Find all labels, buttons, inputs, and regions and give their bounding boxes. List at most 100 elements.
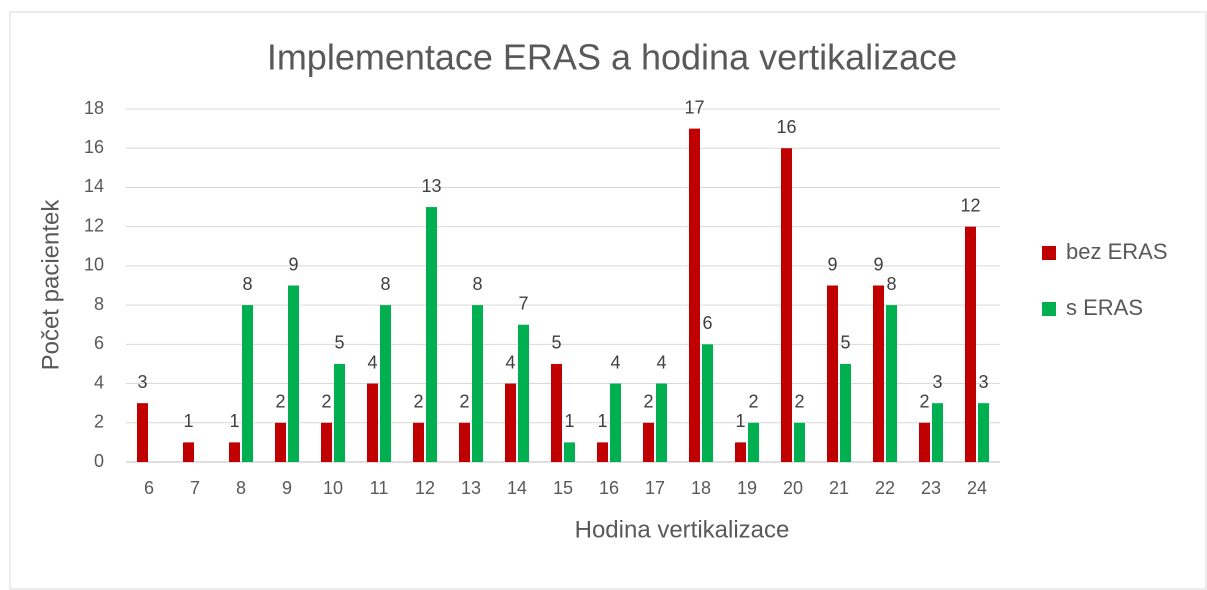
data-label: 4: [505, 352, 515, 372]
data-label: 16: [776, 117, 796, 137]
bar: [229, 442, 240, 462]
data-label: 13: [421, 176, 441, 196]
data-label: 17: [684, 97, 704, 117]
y-tick-label: 14: [84, 176, 104, 196]
data-label: 4: [656, 352, 666, 372]
bar: [413, 422, 424, 462]
legend-swatch: [1042, 246, 1056, 260]
bar: [275, 422, 286, 462]
bar: [242, 305, 253, 462]
x-tick-label: 11: [370, 478, 389, 498]
x-tick-label: 8: [236, 478, 246, 498]
bar: [656, 383, 667, 462]
x-tick-label: 24: [967, 478, 987, 498]
data-label: 2: [919, 392, 929, 412]
bar: [137, 403, 148, 462]
data-label: 7: [518, 293, 528, 313]
x-tick-label: 20: [783, 478, 803, 498]
bar: [321, 422, 332, 462]
bar: [334, 363, 345, 462]
data-label: 2: [794, 392, 804, 412]
x-tick-label: 7: [190, 478, 200, 498]
bar: [781, 148, 792, 462]
y-tick-label: 2: [94, 412, 104, 432]
data-label: 4: [610, 352, 620, 372]
bar: [978, 403, 989, 462]
x-tick-label: 23: [921, 478, 941, 498]
data-label: 1: [735, 411, 745, 431]
data-label: 2: [459, 392, 469, 412]
bar: [597, 442, 608, 462]
bar: [518, 324, 529, 462]
bar: [965, 226, 976, 462]
y-tick-label: 0: [94, 451, 104, 471]
y-tick-label: 12: [84, 215, 104, 235]
bar: [919, 422, 930, 462]
chart-border: [9, 11, 1207, 590]
data-label: 1: [597, 411, 607, 431]
bar: [886, 305, 897, 462]
bar: [459, 422, 470, 462]
y-tick-label: 8: [94, 294, 104, 314]
data-label: 2: [275, 392, 285, 412]
data-label: 8: [472, 274, 482, 294]
data-label: 1: [564, 411, 574, 431]
legend-label: s ERAS: [1066, 295, 1143, 320]
bar: [367, 383, 378, 462]
data-label: 9: [873, 254, 883, 274]
data-label: 8: [886, 274, 896, 294]
data-label: 5: [334, 333, 344, 353]
bar: [735, 442, 746, 462]
data-label: 8: [242, 274, 252, 294]
x-tick-label: 16: [599, 478, 619, 498]
x-tick-label: 21: [829, 478, 849, 498]
bar: [288, 285, 299, 462]
bar: [827, 285, 838, 462]
y-tick-label: 16: [84, 137, 104, 157]
data-label: 3: [978, 372, 988, 392]
y-tick-label: 18: [84, 98, 104, 118]
x-tick-label: 6: [144, 478, 154, 498]
bar: [551, 363, 562, 462]
data-label: 5: [840, 333, 850, 353]
bar: [380, 305, 391, 462]
data-label: 5: [551, 333, 561, 353]
x-tick-label: 13: [461, 478, 481, 498]
chart-title: Implementace ERAS a hodina vertikalizace: [267, 37, 957, 78]
y-tick-label: 6: [94, 333, 104, 353]
x-tick-label: 14: [507, 478, 527, 498]
data-label: 3: [932, 372, 942, 392]
data-label: 2: [748, 392, 758, 412]
bar: [505, 383, 516, 462]
y-tick-label: 4: [94, 372, 104, 392]
x-tick-label: 18: [691, 478, 711, 498]
legend-swatch: [1042, 302, 1056, 316]
data-label: 12: [960, 195, 980, 215]
data-label: 1: [183, 411, 193, 431]
bar: [183, 442, 194, 462]
x-tick-label: 15: [553, 478, 573, 498]
bar: [840, 363, 851, 462]
data-label: 2: [321, 392, 331, 412]
x-tick-label: 10: [323, 478, 343, 498]
data-label: 1: [229, 411, 239, 431]
bar: [748, 422, 759, 462]
y-axis-label: Počet pacientek: [37, 199, 64, 371]
legend-label: bez ERAS: [1066, 239, 1168, 264]
y-tick-label: 10: [84, 255, 104, 275]
x-tick-label: 22: [875, 478, 895, 498]
data-label: 8: [380, 274, 390, 294]
data-label: 2: [643, 392, 653, 412]
data-label: 9: [827, 254, 837, 274]
x-tick-label: 12: [415, 478, 435, 498]
bar: [472, 305, 483, 462]
bar: [932, 403, 943, 462]
data-label: 3: [137, 372, 147, 392]
x-axis-label: Hodina vertikalizace: [575, 516, 790, 543]
data-label: 4: [367, 352, 377, 372]
bar: [426, 207, 437, 462]
x-tick-label: 17: [645, 478, 665, 498]
bar: [610, 383, 621, 462]
x-tick-label: 9: [282, 478, 292, 498]
